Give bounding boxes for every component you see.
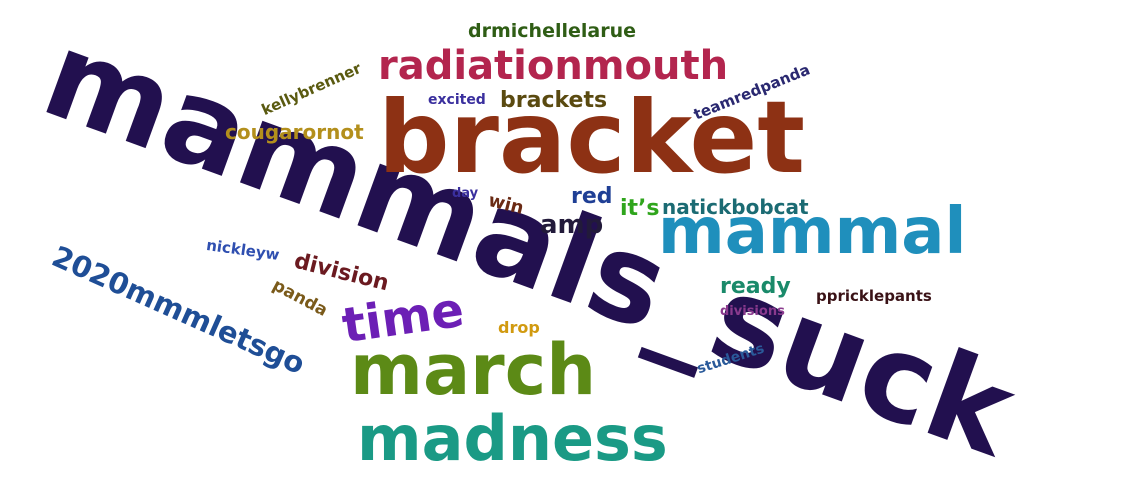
word-its: it’s (620, 196, 660, 221)
word-radiationmouth: radiationmouth (378, 43, 729, 89)
word-cougarornot: cougarornot (225, 120, 364, 144)
word-madness: madness (357, 402, 668, 475)
word-ppricklepants: ppricklepants (816, 287, 932, 305)
word-drop: drop (498, 318, 540, 337)
word-panda: panda (269, 275, 331, 321)
word-nickleyw: nickleyw (205, 235, 281, 265)
word-bracket: bracket (378, 79, 806, 196)
word-march: march (350, 329, 597, 411)
word-drmichellelarue: drmichellelarue (468, 20, 636, 42)
word-excited: excited (428, 92, 486, 108)
word-natickbobcat: natickbobcat (662, 195, 809, 219)
word-ready: ready (720, 274, 791, 299)
word-day: day (452, 186, 479, 201)
word-amp: amp (540, 210, 604, 240)
word-mammal: mammal (658, 195, 967, 269)
word-divisions: divisions (720, 304, 785, 319)
word-red: red (571, 184, 613, 209)
word-brackets: brackets (500, 88, 608, 113)
